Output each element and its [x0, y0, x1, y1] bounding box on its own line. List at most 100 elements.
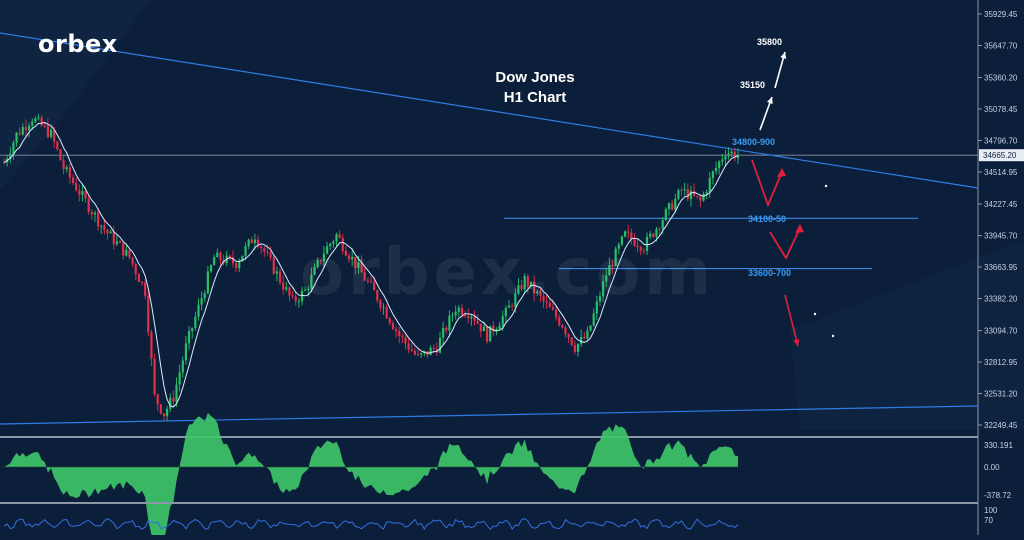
candle-body: [391, 323, 395, 330]
candle-body: [448, 315, 451, 331]
brand-logo: orbex: [38, 30, 118, 58]
candle-body: [630, 232, 633, 240]
candle-body: [118, 241, 122, 243]
candle-body: [373, 282, 376, 291]
candle-body: [288, 287, 291, 296]
candle-body: [200, 298, 203, 305]
candle-body: [692, 190, 696, 196]
candle-body: [504, 307, 507, 317]
candle-body: [81, 191, 84, 195]
chart-title-line1: Dow Jones: [495, 69, 575, 86]
candle-body: [59, 149, 62, 161]
candle-body: [178, 372, 181, 385]
candle-body: [661, 220, 664, 230]
moving-average: [3, 121, 739, 408]
rsi-tick-label: 100: [984, 506, 998, 515]
candle-body: [592, 313, 595, 326]
candle-body: [388, 318, 391, 324]
candle-body: [144, 282, 147, 296]
candle-body: [21, 127, 24, 135]
candle-body: [84, 191, 87, 199]
osc-tick-label: 330.191: [984, 441, 1013, 450]
candle-body: [416, 354, 420, 356]
price-tick-label: 33094.70: [984, 327, 1018, 336]
candle-body: [542, 295, 545, 302]
candle-body: [620, 236, 624, 245]
price-tick-label: 32249.45: [984, 421, 1018, 430]
candle-body: [260, 246, 263, 249]
candle-body: [272, 257, 275, 274]
candle-body: [354, 256, 357, 268]
candle-body: [109, 231, 112, 234]
candle-body: [545, 301, 548, 303]
candle-body: [645, 236, 649, 251]
candle-body: [642, 250, 645, 252]
candle-body: [398, 331, 401, 337]
candle-body: [564, 327, 567, 335]
candle-body: [507, 305, 511, 308]
down-arrow-1: [751, 159, 783, 208]
candle-body: [451, 315, 454, 317]
candle-body: [454, 311, 457, 316]
candle-body: [385, 307, 388, 319]
candle-body: [686, 189, 689, 200]
candle-body: [297, 301, 300, 303]
candle-body: [244, 246, 247, 256]
candle-body: [285, 287, 288, 290]
candle-body: [147, 295, 150, 333]
candle-body: [97, 212, 100, 227]
candle-body: [554, 309, 558, 318]
candle-body: [376, 290, 379, 301]
candle-body: [18, 132, 21, 135]
candle-body: [442, 328, 445, 338]
candle-body: [708, 178, 711, 193]
candle-body: [316, 260, 319, 267]
candle-body: [15, 132, 18, 143]
candle-body: [511, 305, 514, 307]
price-tick-label: 33382.20: [984, 294, 1018, 303]
candle-body: [652, 233, 655, 237]
candle-body: [159, 404, 162, 414]
candle-body: [294, 296, 297, 302]
current-price-label: 34665.20: [983, 151, 1017, 160]
candle-body: [131, 257, 134, 265]
candle-body: [87, 198, 90, 213]
down-arrow-3: [784, 294, 799, 347]
down-arrow-1-head: [777, 168, 786, 177]
candle-body: [253, 239, 257, 244]
candle-body: [520, 285, 523, 290]
price-tick-label: 34796.70: [984, 137, 1018, 146]
candle-body: [34, 118, 37, 122]
candle-body: [479, 323, 482, 332]
price-tick-label: 33945.70: [984, 232, 1018, 241]
candle-body: [128, 249, 131, 258]
chart-title-line2: H1 Chart: [503, 89, 567, 106]
candlestick-series: [2, 113, 740, 421]
candle-body: [394, 329, 398, 332]
candle-body: [548, 302, 551, 308]
current-price-box: [979, 149, 1024, 162]
candle-body: [536, 291, 539, 294]
candle-body: [576, 343, 580, 352]
candle-body: [65, 167, 68, 170]
candle-body: [78, 190, 81, 195]
level-label: 35150: [740, 80, 765, 90]
candle-body: [112, 231, 115, 245]
candle-body: [633, 239, 636, 246]
candle-body: [9, 153, 12, 159]
candle-body: [523, 276, 526, 290]
candle-body: [718, 161, 721, 169]
candle-body: [216, 252, 219, 258]
candle-body: [586, 330, 589, 339]
candle-body: [103, 225, 106, 231]
level-label: 34800-900: [732, 137, 775, 147]
candle-body: [736, 155, 740, 159]
candle-body: [711, 171, 715, 179]
candle-body: [467, 316, 470, 319]
candle-body: [595, 301, 598, 314]
ma-line: [3, 121, 739, 408]
candle-body: [677, 189, 680, 199]
candle-body: [680, 189, 683, 191]
